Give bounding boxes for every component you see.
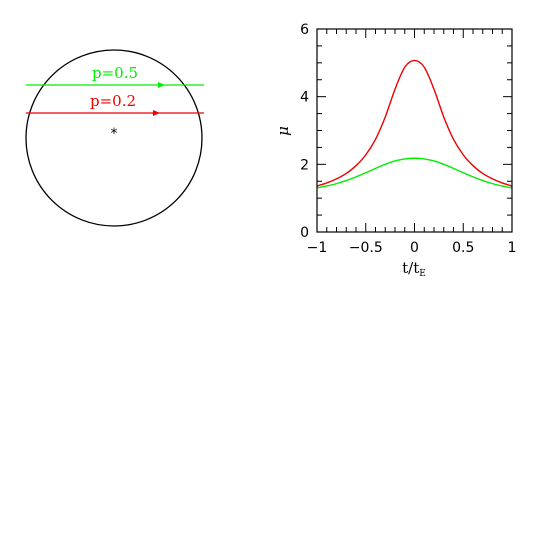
x-tick-label: 0.5 — [452, 240, 474, 256]
y-tick-label: 0 — [300, 225, 309, 241]
arrow-head-p05 — [158, 82, 165, 88]
x-tick-label: −1 — [307, 240, 328, 256]
x-tick-label: 1 — [508, 240, 517, 256]
axis-ticks — [316, 28, 513, 233]
x-tick-label: 0 — [410, 240, 419, 256]
einstein-ring-circle — [25, 49, 203, 227]
y-tick-label: 6 — [300, 22, 309, 38]
curves — [316, 59, 513, 189]
arrow-head-p02 — [153, 110, 160, 116]
x-axis-label-main: t/t — [402, 259, 419, 277]
lens-position-marker: * — [111, 126, 118, 142]
x-tick-label: −0.5 — [349, 240, 383, 256]
lens-diagram: p=0.5 p=0.2 * — [25, 49, 204, 227]
series-line-2 — [316, 157, 513, 189]
x-axis-label: t/tE — [402, 259, 426, 279]
series-line-1 — [316, 59, 513, 187]
plot-frame — [316, 28, 513, 233]
y-tick-label: 4 — [300, 90, 309, 106]
x-axis-label-subscript: E — [419, 269, 426, 279]
path-label-p05: p=0.5 — [92, 64, 138, 82]
magnification-chart: −1 −0.5 0 0.5 1 0 2 4 6 μ t/tE — [274, 22, 516, 279]
tick-labels: −1 −0.5 0 0.5 1 0 2 4 6 — [300, 22, 516, 256]
y-axis-label: μ — [274, 126, 292, 136]
y-tick-label: 2 — [300, 157, 309, 173]
path-label-p02: p=0.2 — [90, 92, 136, 110]
